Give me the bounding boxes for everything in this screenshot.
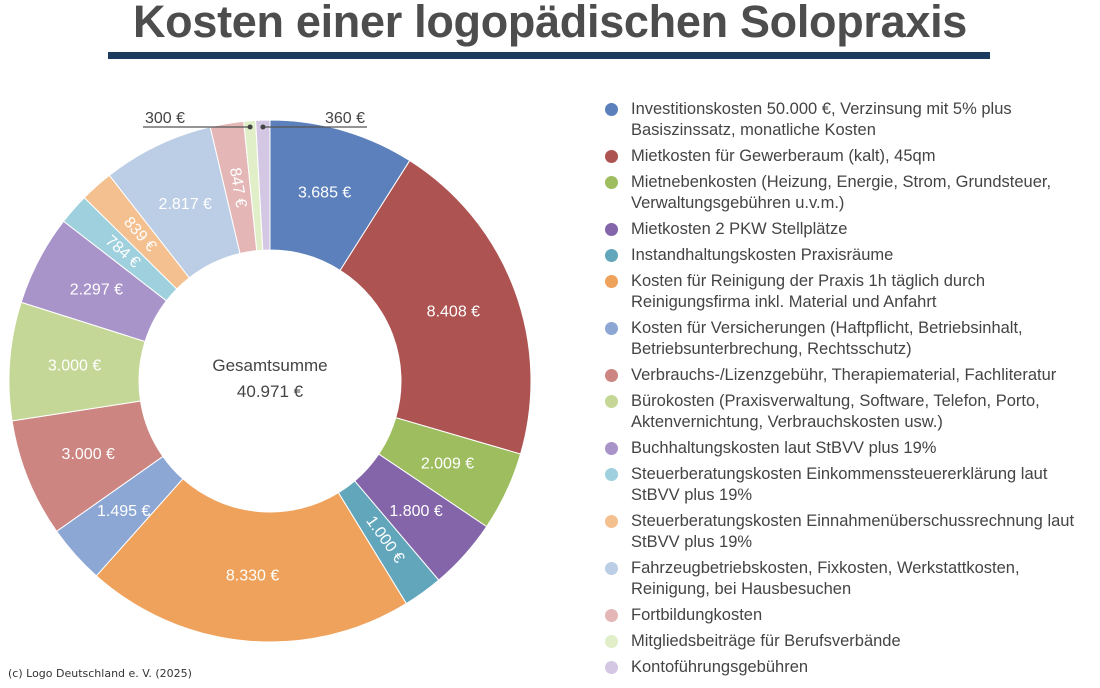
slice-value-label: 1.800 € [389,503,442,520]
legend-swatch [605,661,618,674]
legend-swatch [605,176,618,189]
leader-dot [247,124,253,130]
legend-item: Verbrauchs-/Lizenzgebühr, Therapiemateri… [605,365,1100,386]
legend-item: Kosten für Versicherungen (Haftpflicht, … [605,318,1100,360]
slice-value-label: 8.408 € [427,303,480,320]
slice-value-label: 300 € [145,110,185,127]
slice-value-label: 3.000 € [62,446,115,463]
legend-swatch [605,635,618,648]
legend-item: Kosten für Reinigung der Praxis 1h tägli… [605,271,1100,313]
legend-item: Fahrzeugbetriebskosten, Fixkosten, Werks… [605,558,1100,600]
legend-label: Bürokosten (Praxisverwaltung, Software, … [631,392,1040,431]
legend-item: Instandhaltungskosten Praxisräume [605,245,1100,266]
legend-item: Kontoführungsgebühren [605,657,1100,678]
legend-item: Mietkosten für Gewerberaum (kalt), 45qm [605,146,1100,167]
legend-item: Mietnebenkosten (Heizung, Energie, Strom… [605,172,1100,214]
legend-swatch [605,150,618,163]
legend-swatch [605,369,618,382]
legend-swatch [605,322,618,335]
legend-item: Buchhaltungskosten laut StBVV plus 19% [605,438,1100,459]
legend-label: Kontoführungsgebühren [631,658,809,676]
legend-label: Fahrzeugbetriebskosten, Fixkosten, Werks… [631,559,1020,598]
legend-label: Kosten für Versicherungen (Haftpflicht, … [631,319,1023,358]
chart-title: Kosten einer logopädischen Solopraxis [132,0,968,47]
legend-label: Kosten für Reinigung der Praxis 1h tägli… [631,272,986,311]
legend-label: Mietkosten für Gewerberaum (kalt), 45qm [631,147,936,165]
legend-label: Mietnebenkosten (Heizung, Energie, Strom… [631,173,1052,212]
title-underline [108,52,990,59]
slice-value-label: 2.297 € [70,282,123,299]
slice-value-label: 847 € [226,167,249,209]
legend-swatch [605,468,618,481]
legend-swatch [605,395,618,408]
legend-label: Investitionskosten 50.000 €, Verzinsung … [631,100,1012,139]
slice-value-label: 2.009 € [421,456,474,473]
copyright-footer: (c) Logo Deutschland e. V. (2025) [8,667,192,680]
legend-swatch [605,609,618,622]
donut-chart: 3.685 €8.408 €2.009 €1.800 €1.000 €8.330… [8,110,532,643]
legend-label: Verbrauchs-/Lizenzgebühr, Therapiemateri… [631,366,1057,384]
legend-label: Steuerberatungskosten Einnahmenüberschus… [631,512,1075,551]
legend: Investitionskosten 50.000 €, Verzinsung … [605,99,1100,683]
legend-label: Mietkosten 2 PKW Stellplätze [631,220,848,238]
slice-value-label: 3.000 € [48,358,101,375]
slice-value-label: 2.817 € [159,196,212,213]
slice-value-label: 3.685 € [298,184,351,201]
legend-item: Fortbildungkosten [605,605,1100,626]
center-value: 40.971 € [237,382,304,401]
legend-item: Investitionskosten 50.000 €, Verzinsung … [605,99,1100,141]
legend-label: Steuerberatungskosten Einkommenssteuerer… [631,465,1048,504]
legend-label: Mitgliedsbeiträge für Berufsverbände [631,632,901,650]
legend-item: Steuerberatungskosten Einkommenssteuerer… [605,464,1100,506]
slice-value-label: 1.495 € [97,503,150,520]
legend-swatch [605,515,618,528]
donut-slice [339,159,532,455]
legend-swatch [605,223,618,236]
legend-item: Steuerberatungskosten Einnahmenüberschus… [605,511,1100,553]
legend-label: Fortbildungkosten [631,606,763,624]
legend-label: Instandhaltungskosten Praxisräume [631,246,894,264]
legend-swatch [605,562,618,575]
legend-swatch [605,249,618,262]
legend-item: Mietkosten 2 PKW Stellplätze [605,219,1100,240]
leader-dot [260,124,266,130]
slice-value-label: 8.330 € [226,568,279,585]
donut-slice [95,478,408,643]
legend-swatch [605,442,618,455]
donut-slice [255,119,271,251]
center-label: Gesamtsumme [212,356,327,375]
legend-item: Bürokosten (Praxisverwaltung, Software, … [605,391,1100,433]
legend-item: Mitgliedsbeiträge für Berufsverbände [605,631,1100,652]
legend-swatch [605,275,618,288]
slice-value-label: 360 € [325,110,365,127]
legend-swatch [605,103,618,116]
legend-label: Buchhaltungskosten laut StBVV plus 19% [631,439,937,457]
